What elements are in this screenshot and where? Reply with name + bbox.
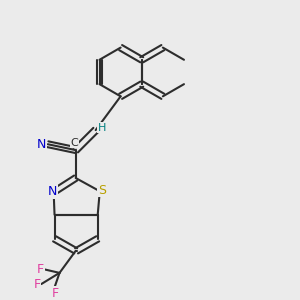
Text: F: F	[34, 278, 41, 290]
Text: N: N	[37, 138, 46, 151]
Text: C: C	[70, 138, 78, 148]
Text: F: F	[37, 263, 44, 276]
Text: H: H	[98, 123, 106, 133]
Text: F: F	[52, 287, 59, 300]
Text: S: S	[98, 184, 106, 197]
Text: N: N	[47, 185, 57, 198]
